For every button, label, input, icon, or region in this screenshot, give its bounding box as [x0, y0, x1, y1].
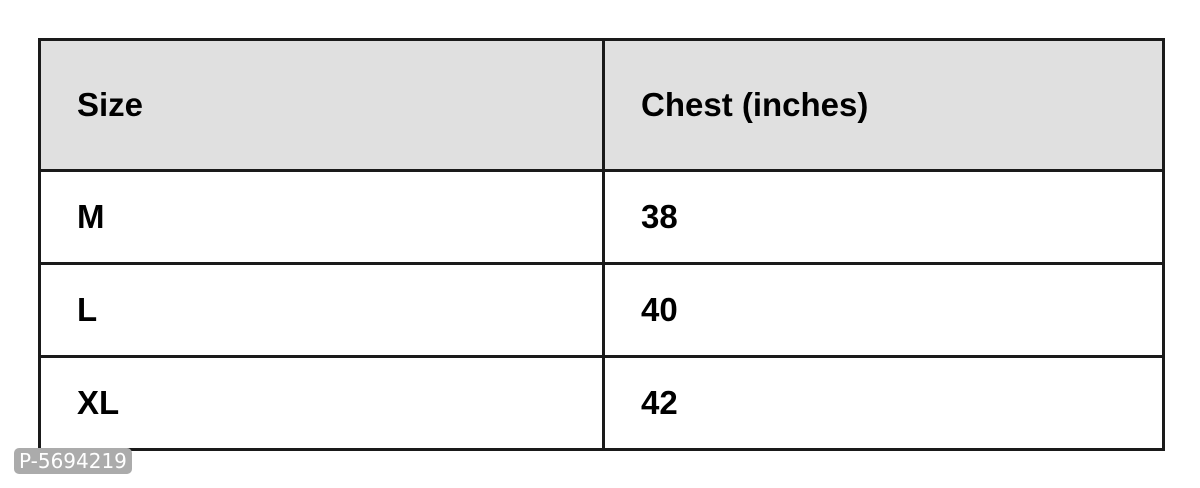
- product-id-watermark: P-5694219: [14, 448, 132, 474]
- cell-chest: 40: [602, 262, 1165, 358]
- cell-chest: 42: [602, 355, 1165, 451]
- table-row: L 40: [38, 262, 1165, 358]
- cell-size: L: [38, 262, 605, 358]
- size-chart-table: Size Chest (inches) M 38 L 40 XL 42: [38, 38, 1165, 451]
- header-size: Size: [38, 38, 605, 172]
- header-chest: Chest (inches): [602, 38, 1165, 172]
- table-row: M 38: [38, 169, 1165, 265]
- table-row: XL 42: [38, 355, 1165, 451]
- cell-size: M: [38, 169, 605, 265]
- cell-chest: 38: [602, 169, 1165, 265]
- header-row: Size Chest (inches): [38, 38, 1165, 172]
- cell-size: XL: [38, 355, 605, 451]
